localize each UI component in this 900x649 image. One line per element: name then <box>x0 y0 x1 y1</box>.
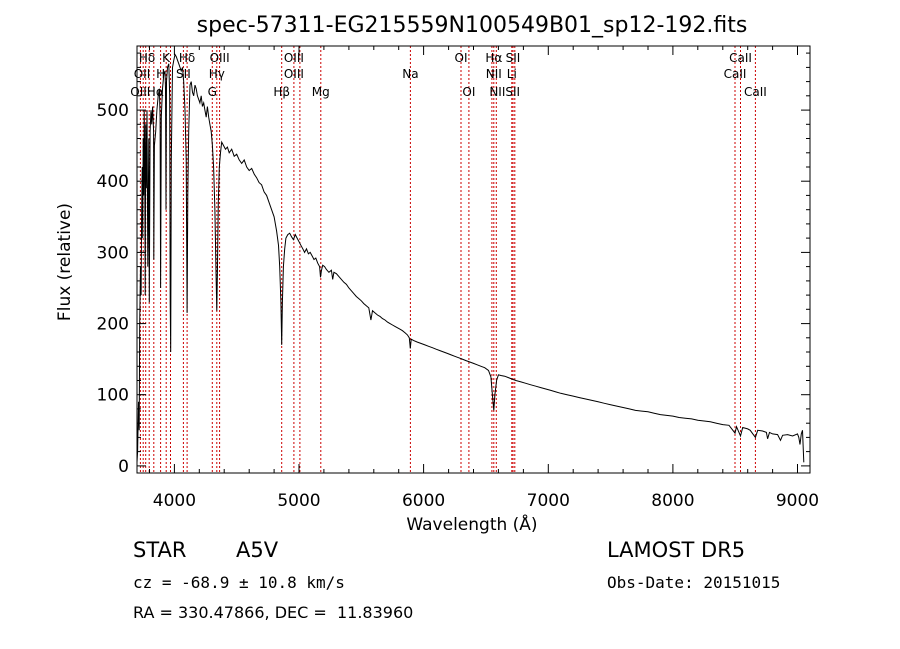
y-tick-label: 500 <box>97 101 129 121</box>
line-label: Hδ <box>139 51 155 65</box>
observation-date: Obs-Date: 20151015 <box>607 573 781 592</box>
line-label: Hβ <box>273 85 290 99</box>
line-label: Mg <box>312 85 330 99</box>
line-label: Hα <box>485 51 502 65</box>
y-tick-label: 400 <box>97 172 129 192</box>
line-label: OI <box>462 85 475 99</box>
x-tick-label: 5000 <box>277 491 320 511</box>
line-label: CaII <box>744 85 767 99</box>
x-tick-label: 4000 <box>153 491 196 511</box>
spectrum-line <box>136 53 805 463</box>
x-tick-label: 7000 <box>527 491 570 511</box>
line-label: NIISII <box>489 85 520 99</box>
line-label: G <box>208 85 217 99</box>
line-label: Hδ <box>179 51 195 65</box>
line-label: NII <box>486 67 502 81</box>
chart-title: spec-57311-EG215559N100549B01_sp12-192.f… <box>197 13 748 38</box>
line-label: OIII <box>210 51 230 65</box>
x-tick-label: 8000 <box>651 491 694 511</box>
line-label: CaII <box>729 51 752 65</box>
x-axis-ticks: 4000 5000 6000 7000 8000 9000 <box>149 46 819 511</box>
x-tick-label: 9000 <box>776 491 819 511</box>
coordinates: RA = 330.47866, DEC = 11.83960 <box>133 603 414 622</box>
survey-name: LAMOST DR5 <box>607 538 746 562</box>
line-label: Na <box>402 67 418 81</box>
line-label: OI <box>455 51 468 65</box>
line-label: SII <box>506 51 521 65</box>
y-tick-label: 300 <box>97 243 129 263</box>
line-label: Hγ <box>209 67 225 81</box>
y-tick-label: 100 <box>97 386 129 406</box>
plot-frame <box>136 45 811 474</box>
y-tick-label: 0 <box>118 457 129 477</box>
line-label: OIII <box>284 51 304 65</box>
line-label: K <box>162 51 171 65</box>
line-label: H <box>156 67 165 81</box>
y-axis-ticks: 0 100 200 300 400 500 <box>97 52 810 477</box>
object-class: STAR <box>133 538 187 562</box>
y-axis-label: Flux (relative) <box>55 203 75 321</box>
redshift-velocity: cz = -68.9 ± 10.8 km/s <box>133 573 345 592</box>
line-label: OIII <box>284 67 304 81</box>
y-tick-label: 200 <box>97 315 129 335</box>
spectral-line-markers <box>139 46 756 473</box>
line-label: Li <box>507 67 517 81</box>
line-label: CaII <box>724 67 747 81</box>
line-label: OII <box>134 67 151 81</box>
object-subclass: A5V <box>236 538 279 562</box>
x-axis-label: Wavelength (Å) <box>406 513 537 535</box>
x-tick-label: 6000 <box>402 491 445 511</box>
